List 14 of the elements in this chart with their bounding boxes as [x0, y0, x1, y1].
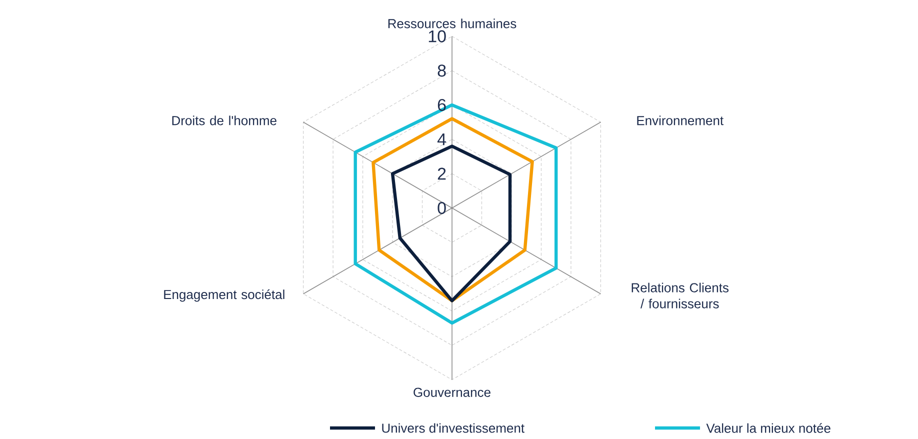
y-tick-label: 8 [438, 64, 446, 77]
spoke-label: Environnement [637, 116, 724, 126]
spoke-label: Gouvernance [414, 388, 490, 397]
spoke-label: Engagement sociétal [164, 289, 284, 302]
spoke-label: Relations Clients / fournisseurs [632, 282, 729, 308]
legend-label: Univers d'investissement [382, 423, 524, 433]
y-tick-label: 6 [438, 98, 446, 111]
y-tick-label: 10 [428, 30, 446, 42]
spoke-label: Droits de l'homme [172, 116, 276, 126]
legend-label: Valeur la mieux notée [706, 423, 830, 433]
y-tick-label: 2 [438, 168, 446, 180]
spoke-label: Ressources humaines [388, 18, 516, 28]
y-tick-label: 4 [437, 133, 446, 146]
y-tick-label: 0 [438, 202, 446, 214]
